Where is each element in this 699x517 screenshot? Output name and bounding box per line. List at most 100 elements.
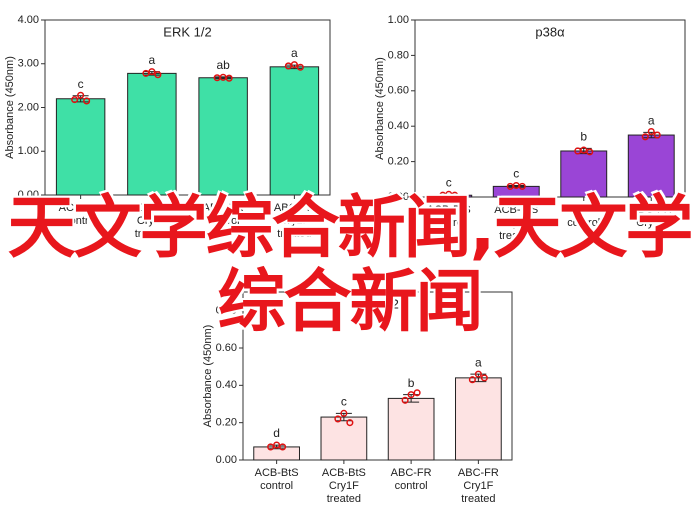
data-point: [71, 96, 79, 104]
data-point: [346, 419, 354, 427]
data-point: [154, 71, 162, 79]
x-tick-label: ABC-FR: [631, 204, 672, 216]
x-tick-label: ACB-BtS: [322, 467, 366, 479]
x-tick-label: ACB-BtS: [494, 204, 538, 216]
x-tick-label: Cry1F: [279, 215, 309, 227]
y-tick-label: 0.00: [388, 191, 409, 203]
plot-frame: [242, 291, 513, 461]
data-point: [267, 443, 275, 451]
significance-letter: a: [291, 46, 298, 60]
x-tick-label: ACB-BtS: [427, 204, 471, 216]
data-point: [474, 370, 482, 378]
chart-title: p38α: [535, 24, 565, 39]
x-tick-label: ABC-FR: [274, 202, 315, 214]
data-point: [340, 409, 348, 417]
bar: [269, 66, 320, 196]
y-tick-label: 0.00: [18, 189, 39, 201]
data-point: [580, 146, 588, 154]
x-tick-label: Cry1F: [463, 480, 493, 492]
significance-letter: c: [341, 395, 347, 409]
x-tick-label: ABC-FR: [391, 467, 432, 479]
bar: [455, 377, 502, 461]
data-point: [83, 97, 91, 105]
data-point: [401, 396, 409, 404]
y-axis-label: Absorbance (450nm): [4, 56, 16, 159]
x-tick-label: treated: [499, 230, 533, 242]
y-axis-label: Absorbance (450nm): [202, 325, 214, 428]
y-tick-label: 3.00: [18, 58, 39, 70]
data-point: [647, 127, 655, 136]
significance-letter: c: [78, 77, 84, 91]
data-point: [468, 376, 476, 384]
y-tick-label: 1.00: [388, 14, 409, 26]
significance-letter: d: [273, 426, 280, 440]
x-tick-label: Cry1F: [329, 480, 359, 492]
x-tick-label: ABC-FR: [203, 202, 244, 214]
bar: [320, 416, 368, 461]
x-tick-label: treated: [135, 228, 169, 240]
chart-title: JNK1/2: [356, 296, 399, 311]
significance-letter: a: [648, 114, 655, 128]
y-tick-label: 0.20: [388, 156, 409, 168]
x-tick-label: treated: [634, 230, 668, 242]
bar: [627, 134, 675, 198]
data-point: [273, 441, 281, 449]
data-point: [641, 133, 649, 141]
x-tick-label: treated: [461, 493, 495, 505]
x-tick-label: ABC-FR: [563, 204, 604, 216]
x-tick-label: control: [207, 215, 240, 227]
y-tick-label: 1.00: [18, 145, 39, 157]
data-point: [334, 415, 342, 423]
error-bar: [440, 193, 457, 197]
significance-letter: c: [446, 176, 452, 190]
data-point: [148, 68, 156, 76]
data-point: [451, 191, 459, 199]
x-tick-label: ACB-BtS: [59, 202, 103, 214]
x-tick-label: treated: [277, 228, 311, 240]
overlay-text: 天文学综合新闻,天文学综合新闻: [7, 189, 694, 342]
significance-letter: ab: [216, 58, 230, 72]
significance-letter: b: [408, 376, 415, 390]
data-point: [653, 131, 661, 139]
x-tick-label: control: [395, 480, 428, 492]
y-tick-label: 0.00: [216, 454, 237, 466]
y-tick-label: 0.20: [216, 417, 237, 429]
y-tick-label: 0.60: [216, 342, 237, 354]
data-point: [296, 63, 304, 71]
error-bar: [470, 373, 487, 383]
error-bar: [508, 184, 525, 188]
y-axis-label: Absorbance (450nm): [374, 57, 386, 160]
x-tick-label: control: [260, 480, 293, 492]
data-point: [142, 69, 150, 77]
x-tick-label: ABC-FR: [458, 467, 499, 479]
error-bar: [335, 412, 352, 422]
y-tick-label: 2.00: [18, 101, 39, 113]
significance-letter: a: [149, 53, 156, 67]
data-point: [480, 374, 488, 382]
plot-frame: [414, 19, 686, 198]
data-point: [77, 91, 85, 99]
data-point: [413, 389, 421, 397]
y-tick-label: 0.80: [388, 49, 409, 61]
data-point: [518, 182, 526, 190]
x-tick-label: treated: [327, 493, 361, 505]
y-tick-label: 0.60: [388, 85, 409, 97]
data-point: [586, 148, 594, 156]
significance-letter: c: [513, 167, 519, 181]
data-point: [225, 74, 233, 82]
data-point: [290, 61, 298, 69]
bar: [127, 72, 177, 196]
y-tick-label: 0.40: [216, 379, 237, 391]
x-tick-label: Cry1F: [137, 215, 167, 227]
y-tick-label: 0.40: [388, 120, 409, 132]
bar: [55, 98, 106, 196]
bar: [198, 77, 248, 196]
x-tick-label: Cry1F: [501, 217, 531, 229]
data-point: [279, 443, 287, 451]
x-tick-label: control: [64, 215, 97, 227]
x-tick-label: Cry1F: [636, 217, 666, 229]
error-bar: [403, 394, 420, 403]
x-tick-label: ACB-BtS: [255, 467, 299, 479]
